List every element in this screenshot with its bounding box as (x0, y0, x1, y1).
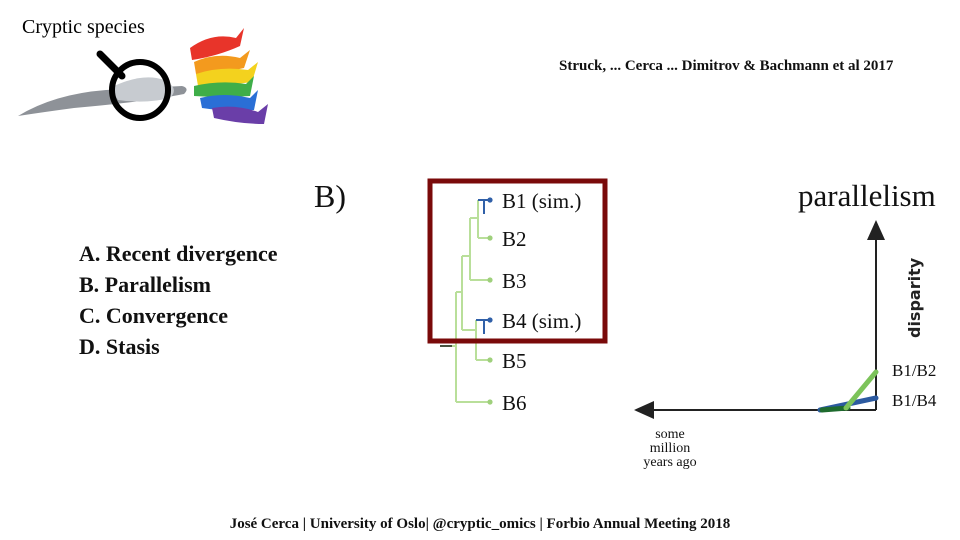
footer-credits: José Cerca | University of Oslo| @crypti… (229, 516, 731, 532)
x-axis-label-line-1: some (655, 427, 685, 442)
tip-dot-b4 (487, 317, 493, 323)
y-axis-arrow (867, 220, 885, 240)
tip-dot-b6 (487, 399, 493, 405)
x-axis-label-line-2: million (650, 441, 690, 456)
tip-label-b3: B3 (502, 269, 527, 293)
tip-dots (487, 197, 493, 405)
tip-dot-b3 (487, 277, 493, 283)
option-d: D. Stasis (79, 334, 160, 359)
x-axis-arrow (634, 401, 654, 419)
tip-label-b4: B4 (sim.) (502, 309, 581, 333)
tip-dot-b2 (487, 235, 493, 241)
pair-label-b1-b4: B1/B4 (892, 391, 937, 410)
pair-label-b1-b2: B1/B2 (892, 361, 936, 380)
highlight-box (427, 178, 608, 344)
line-b1-b2 (843, 369, 879, 411)
tip-label-b5: B5 (502, 349, 527, 373)
tree-branches (440, 200, 490, 403)
y-axis-label: disparity (905, 257, 924, 338)
tip-dot-b1 (487, 197, 493, 203)
tip-dot-b5 (487, 357, 493, 363)
tip-label-b2: B2 (502, 227, 527, 251)
citation: Struck, ... Cerca ... Dimitrov & Bachman… (559, 58, 894, 74)
x-axis-label-line-3: years ago (643, 455, 696, 470)
parallelism-plot: parallelism disparity B1/B2 B1/B4 some m… (634, 178, 937, 470)
answer-options: A. Recent divergence B. Parallelism C. C… (79, 238, 278, 362)
tip-label-b6: B6 (502, 391, 527, 415)
y-axis-title: parallelism (798, 178, 936, 213)
option-b: B. Parallelism (79, 272, 211, 297)
option-a: A. Recent divergence (79, 241, 278, 266)
magnifier-rainbow-species-icon (18, 28, 268, 124)
panel-label: B) (314, 178, 346, 214)
tip-label-b1: B1 (sim.) (502, 189, 581, 213)
option-c: C. Convergence (79, 303, 229, 328)
slide-title: Cryptic species (22, 16, 145, 38)
